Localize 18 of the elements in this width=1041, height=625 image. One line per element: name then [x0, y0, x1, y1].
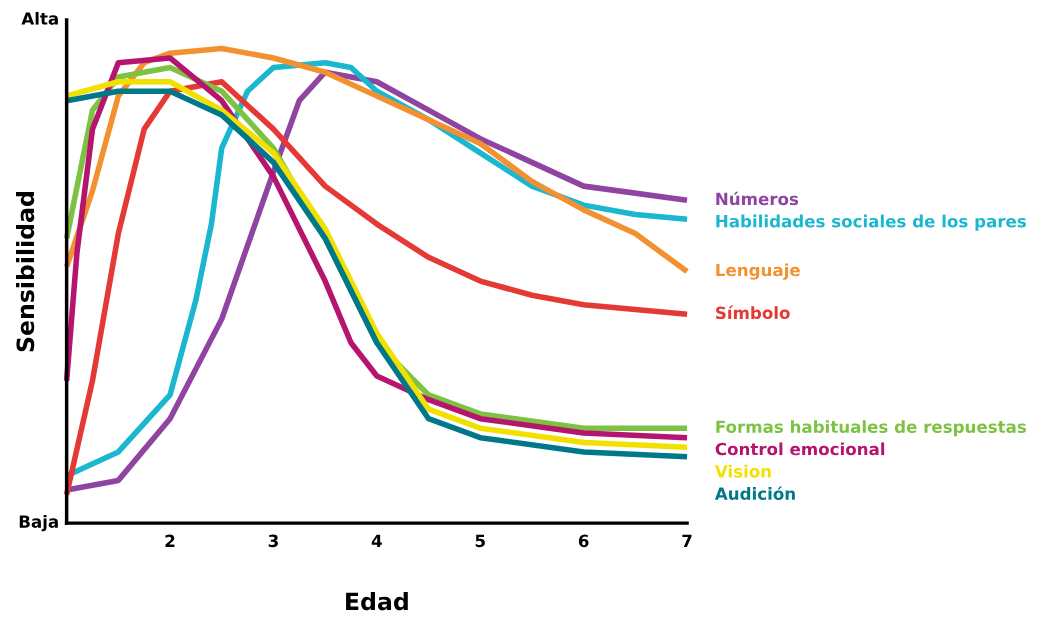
series-label: Habilidades sociales de los pares: [716, 214, 1026, 231]
text: Audición: [714, 486, 795, 500]
x-tick-label: 3: [268, 534, 278, 548]
text: Baja: [19, 514, 58, 532]
x-tick-label: 5: [475, 534, 485, 548]
series-label: Vision: [714, 464, 771, 478]
x-tick-label: 6: [578, 534, 589, 548]
series-label: Control emocional: [715, 442, 885, 456]
series-label: Números: [716, 191, 799, 206]
series-label: Lenguaje: [716, 263, 800, 280]
x-tick-label: 2: [165, 534, 175, 547]
x-tick-label: 4: [371, 534, 382, 547]
x-axis-title: Edad: [346, 592, 408, 611]
series-label: Formas habituales de respuestas: [716, 420, 1026, 437]
text: Alta: [21, 11, 58, 25]
series-label: Símbolo: [716, 305, 790, 320]
x-tick-label: 7: [682, 534, 692, 547]
y-axis-title: Sensibilidad: [16, 192, 35, 352]
